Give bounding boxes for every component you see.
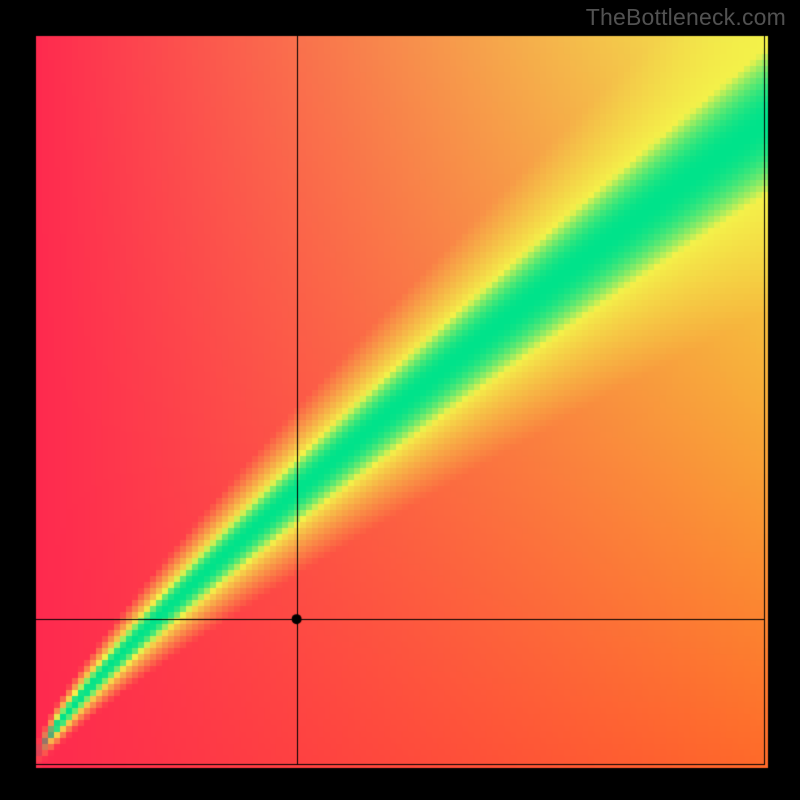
watermark: TheBottleneck.com xyxy=(586,4,786,31)
heatmap-canvas xyxy=(0,0,800,800)
chart-container: TheBottleneck.com xyxy=(0,0,800,800)
